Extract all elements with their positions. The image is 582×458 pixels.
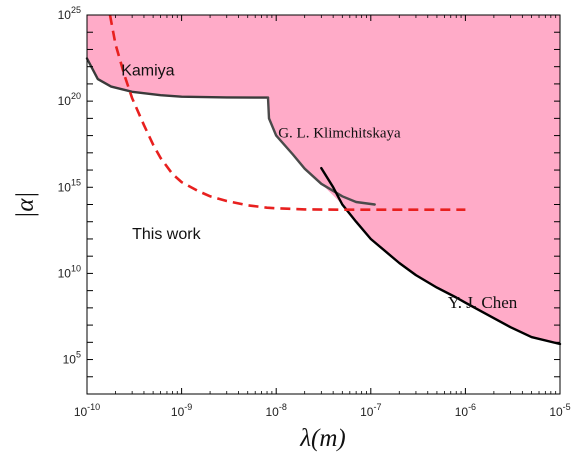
excluded-region [87,15,560,344]
x-tick-label: 10-9 [171,402,192,419]
y-tick-label: 1020 [58,91,81,108]
y-tick-label: 1015 [58,177,81,194]
y-axis-title: |α| [12,192,39,219]
x-tick-label: 10-6 [455,402,476,419]
series-layer [85,14,562,346]
annotation-y-j-chen: Y. J. Chen [448,293,518,312]
annotation-g-l-klimchitskaya: G. L. Klimchitskaya [278,125,401,141]
y-tick-label: 105 [63,350,81,367]
annotation-this-work: This work [132,226,201,243]
annotation-kamiya: Kamiya [121,63,174,80]
x-tick-label: 10-8 [266,402,287,419]
series-line-g-l-klimchitskaya [266,96,376,206]
y-tick-label: 1025 [58,5,81,22]
x-tick-label: 10-10 [74,402,100,419]
series-line-kamiya [85,57,270,99]
x-tick-label: 10-5 [549,402,570,419]
x-tick-label: 10-7 [360,402,381,419]
annotation-layer: Kamiya G. L. Klimchitskaya This work Y. J. … [121,63,518,312]
series-line-this-work [108,14,466,211]
tick-layer: 10-10 10-9 10-8 10-7 10-6 10-5 105 1010 1015 1020… [58,5,571,419]
y-tick-label: 1010 [58,263,81,280]
x-axis-title: λ(m) [299,425,346,452]
